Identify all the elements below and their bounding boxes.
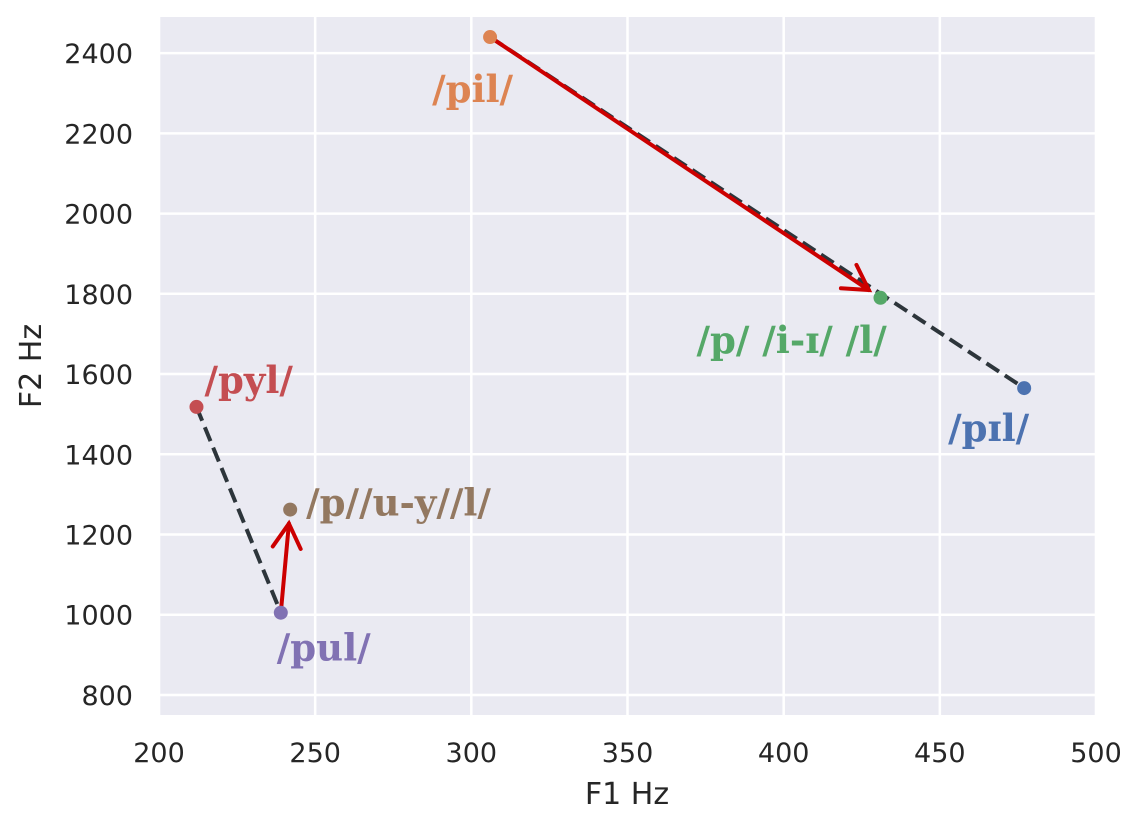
x-tick-label: 350: [602, 738, 654, 769]
y-tick-labels: 800 1000 1200 1400 1600 1800 2000 2200 2400: [64, 39, 133, 712]
data-point-pil: [483, 30, 498, 45]
data-points: [189, 30, 1032, 620]
y-axis-label: F2 Hz: [14, 324, 49, 408]
y-tick-label: 1600: [64, 360, 133, 391]
point-labels: /pil/ /pɪl/ /p/ /i-ɪ/ /l/ /pyl/ /pul/ /p//u-y…: [204, 67, 1029, 670]
y-tick-label: 800: [81, 681, 133, 712]
arrow-shaft: [278, 521, 291, 615]
y-tick-label: 1400: [64, 440, 133, 471]
x-tick-label: 250: [289, 738, 341, 769]
dashed-connector-line: [194, 406, 283, 614]
dashed-connectors: [194, 35, 1026, 614]
data-point-pu-y-l: [283, 502, 298, 517]
data-point-pyl: [189, 399, 204, 414]
arrow-head: [838, 262, 873, 293]
point-label-pu-y-l: /p//u-y//l/: [306, 481, 491, 525]
x-tick-label: 200: [133, 738, 185, 769]
y-tick-label: 2000: [64, 200, 133, 231]
x-tick-labels: 200 250 300 350 400 450 500: [133, 738, 1122, 769]
data-point-pIl: [1017, 381, 1032, 396]
point-label-pIl: /pɪl/: [948, 406, 1029, 450]
x-tick-label: 400: [758, 738, 810, 769]
y-tick-label: 2200: [64, 119, 133, 150]
point-label-pyl: /pyl/: [204, 358, 293, 402]
x-tick-label: 500: [1070, 738, 1122, 769]
y-tick-label: 1800: [64, 280, 133, 311]
data-point-pi-I-l: [873, 290, 888, 305]
arrows: [270, 35, 873, 615]
dashed-connector-line: [488, 35, 1026, 390]
y-tick-label: 2400: [64, 39, 133, 70]
y-tick-label: 1000: [64, 601, 133, 632]
x-tick-label: 300: [446, 738, 498, 769]
data-point-pul: [273, 605, 288, 620]
grid-lines: [157, 17, 1098, 715]
arrow-head: [270, 519, 303, 551]
trajectory-arrow: [270, 519, 303, 615]
y-tick-label: 1200: [64, 520, 133, 551]
x-tick-label: 450: [914, 738, 966, 769]
point-label-pil: /pil/: [432, 67, 513, 111]
trajectory-arrow: [488, 35, 873, 293]
point-label-pul: /pul/: [277, 626, 371, 670]
point-label-pi-I-l: /p/ /i-ɪ/ /l/: [696, 318, 887, 362]
x-axis-label: F1 Hz: [585, 777, 669, 812]
arrow-shaft: [488, 35, 871, 293]
